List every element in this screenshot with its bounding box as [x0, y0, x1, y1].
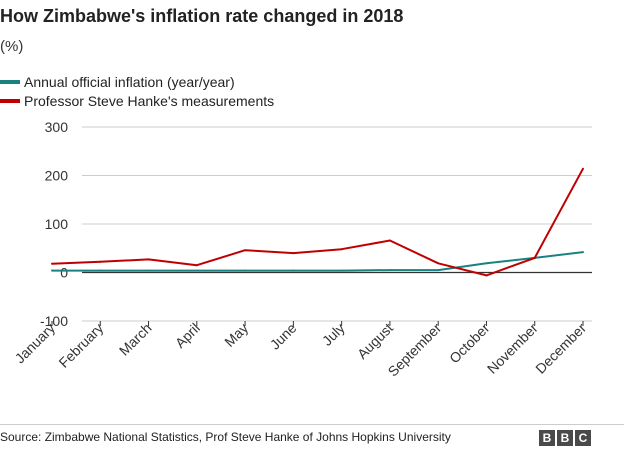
x-tick-label: August	[354, 320, 396, 362]
x-tick-label: June	[267, 320, 300, 353]
bbc-logo-letter: B	[539, 430, 555, 446]
x-tick-label: September	[385, 320, 445, 380]
y-tick-label: 100	[45, 216, 69, 232]
data-point-hanke	[292, 252, 295, 255]
legend-item-official: Annual official inflation (year/year)	[0, 72, 274, 91]
chart-unit: (%)	[0, 38, 24, 55]
y-tick-label: 300	[45, 119, 69, 135]
bbc-logo: B B C	[539, 430, 591, 446]
data-point-hanke	[582, 167, 584, 170]
x-tick-label: November	[484, 320, 541, 377]
data-point-hanke	[340, 248, 343, 251]
x-tick-label: July	[319, 320, 348, 349]
bbc-logo-letter: C	[575, 430, 591, 446]
y-tick-label: 0	[60, 265, 68, 281]
data-point-hanke	[244, 249, 247, 252]
data-point-official	[437, 269, 440, 272]
x-tick-label: May	[221, 320, 251, 350]
data-point-official	[195, 269, 198, 272]
data-point-hanke	[533, 256, 536, 259]
legend-item-hanke: Professor Steve Hanke's measurements	[0, 91, 274, 110]
x-tick-label: April	[172, 320, 203, 351]
source-note: Source: Zimbabwe National Statistics, Pr…	[0, 430, 451, 444]
chart-title: How Zimbabwe's inflation rate changed in…	[0, 6, 404, 26]
legend-swatch-hanke	[0, 98, 20, 103]
data-point-official	[244, 269, 247, 272]
data-point-official	[51, 269, 53, 272]
bbc-logo-letter: B	[557, 430, 573, 446]
legend-swatch-official	[0, 79, 20, 84]
legend-label-official: Annual official inflation (year/year)	[24, 73, 235, 90]
data-point-official	[99, 269, 102, 272]
data-point-official	[388, 269, 391, 272]
series-line-hanke	[51, 168, 584, 277]
series-line-official	[52, 251, 584, 272]
y-tick-label: 200	[45, 168, 69, 184]
x-tick-label: January	[12, 320, 59, 367]
data-point-hanke	[388, 239, 391, 242]
data-point-hanke	[485, 274, 488, 277]
data-point-official	[147, 269, 150, 272]
data-point-hanke	[99, 260, 102, 263]
x-tick-label: March	[116, 320, 155, 359]
data-point-official	[340, 269, 343, 272]
data-point-official	[292, 269, 295, 272]
data-point-hanke	[147, 258, 150, 261]
data-point-hanke	[195, 264, 198, 267]
data-point-hanke	[437, 262, 440, 265]
footer-divider	[0, 424, 624, 425]
x-tick-label: December	[532, 320, 589, 377]
data-point-official	[485, 262, 488, 265]
data-point-official	[582, 251, 584, 254]
legend: Annual official inflation (year/year) Pr…	[0, 72, 274, 110]
data-point-hanke	[51, 262, 53, 265]
x-tick-label: October	[446, 320, 493, 367]
legend-label-hanke: Professor Steve Hanke's measurements	[24, 92, 275, 109]
y-tick-label: -100	[40, 313, 68, 329]
